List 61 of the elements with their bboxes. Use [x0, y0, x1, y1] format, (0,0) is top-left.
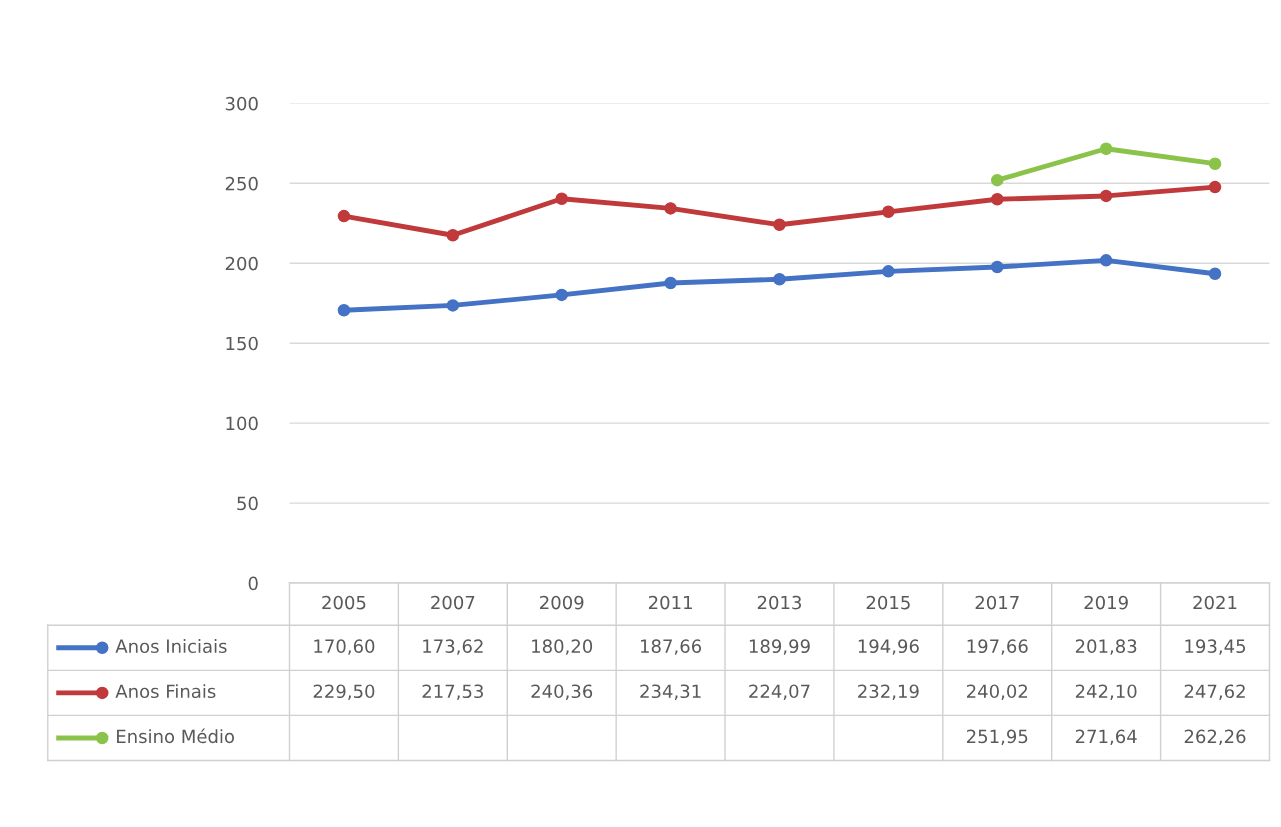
data-label: 240,36: [531, 684, 593, 700]
x-tick-label: 2011: [648, 595, 692, 610]
x-tick-label: 2005: [322, 595, 366, 610]
point: [1099, 254, 1113, 267]
y-tick-label: 0: [248, 576, 258, 591]
data-label: 197,66: [967, 639, 1028, 655]
data-label: 262,26: [1184, 729, 1246, 746]
point: [1099, 142, 1113, 155]
legend-label: Anos Iniciais: [115, 639, 227, 654]
y-tick-label: 50: [237, 496, 258, 511]
data-label: 240,02: [966, 684, 1028, 700]
point: [446, 228, 460, 242]
x-tick-label: 2007: [431, 595, 475, 610]
point: [337, 304, 351, 317]
point: [991, 193, 1004, 206]
y-tick-label: 300: [225, 96, 258, 111]
data-label: 201,83: [1075, 639, 1137, 655]
y-tick-label: 100: [226, 416, 258, 431]
point: [555, 192, 568, 205]
data-label: 173,62: [423, 639, 483, 655]
data-label: 271,64: [1075, 729, 1137, 746]
point: [1208, 267, 1222, 280]
point: [1208, 180, 1222, 194]
point: [337, 209, 351, 223]
x-tick-label: 2015: [866, 595, 910, 610]
data-label: 193,45: [1185, 639, 1246, 655]
point: [991, 173, 1004, 187]
data-label: 180,20: [532, 639, 593, 655]
x-tick-label: 2019: [1084, 595, 1128, 610]
data-label: 170,60: [314, 639, 375, 655]
point: [1208, 157, 1222, 170]
data-label: 194,96: [858, 639, 919, 655]
x-tick-label: 2017: [975, 595, 1019, 610]
point: [664, 202, 677, 215]
point: [773, 218, 786, 232]
data-label: 234,31: [640, 684, 701, 700]
point: [991, 260, 1004, 274]
legend-label: Ensino Médio: [117, 728, 235, 744]
data-label: 247,62: [1184, 684, 1245, 700]
data-label: 251,95: [966, 729, 1028, 746]
data-label: 232,19: [858, 684, 919, 700]
x-tick-label: 2021: [1193, 595, 1237, 610]
point: [773, 273, 786, 286]
data-label: 189,99: [749, 639, 810, 655]
point: [882, 205, 895, 219]
data-label: 242,10: [1075, 684, 1137, 700]
x-tick-label: 2013: [757, 595, 802, 610]
legend-label: Anos Finais: [115, 684, 216, 699]
y-tick-label: 150: [226, 336, 258, 351]
data-label: 187,66: [641, 639, 702, 655]
point: [664, 276, 677, 290]
point: [1099, 189, 1113, 203]
y-tick-label: 250: [225, 176, 258, 191]
data-label: 224,07: [749, 684, 810, 700]
data-label: 217,53: [422, 684, 483, 700]
point: [555, 288, 568, 302]
point: [446, 299, 460, 312]
x-tick-label: 2009: [540, 595, 584, 610]
point: [882, 265, 895, 278]
data-label: 229,50: [313, 684, 375, 700]
y-tick-label: 200: [225, 256, 258, 271]
